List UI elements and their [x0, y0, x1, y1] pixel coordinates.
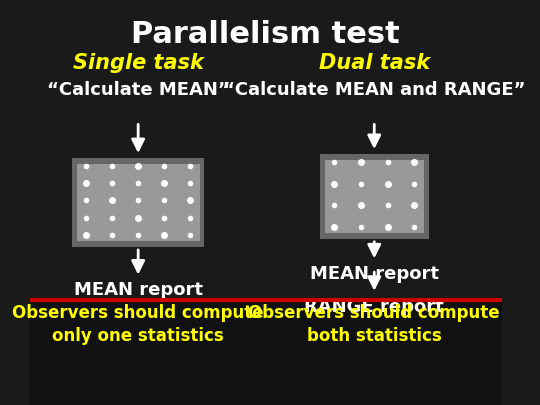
- Text: Single task: Single task: [73, 53, 204, 72]
- Bar: [325, 160, 424, 233]
- Bar: [320, 154, 429, 239]
- Bar: [30, 300, 502, 405]
- Bar: [77, 164, 200, 241]
- Text: Parallelism test: Parallelism test: [131, 20, 400, 49]
- Text: Observers should compute
only one statistics: Observers should compute only one statis…: [12, 304, 264, 345]
- Text: Observers should compute
both statistics: Observers should compute both statistics: [248, 304, 500, 345]
- Text: Dual task: Dual task: [319, 53, 430, 72]
- Text: “Calculate MEAN and RANGE”: “Calculate MEAN and RANGE”: [223, 81, 525, 99]
- Bar: [72, 158, 204, 247]
- Text: “Calculate MEAN”: “Calculate MEAN”: [47, 81, 229, 99]
- Text: MEAN report: MEAN report: [310, 265, 439, 283]
- Text: MEAN report: MEAN report: [73, 281, 202, 299]
- Text: RANGE report: RANGE report: [305, 298, 444, 315]
